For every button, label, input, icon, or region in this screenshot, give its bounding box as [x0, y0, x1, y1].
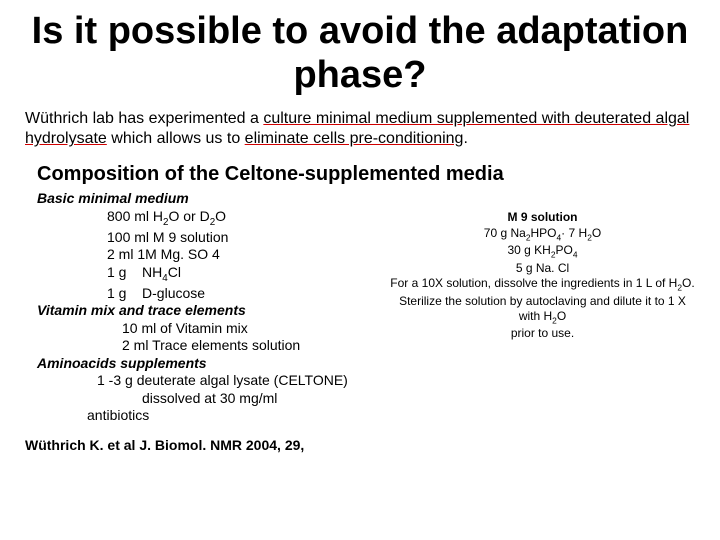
composition-heading: Composition of the Celtone-supplemented … [37, 163, 695, 186]
two-column-body: Basic minimal medium 800 ml H2O or D2O 1… [25, 190, 695, 425]
l1a: 800 ml H [107, 208, 163, 224]
page-title: Is it possible to avoid the adaptation p… [25, 10, 695, 97]
l1b: O or D [168, 208, 209, 224]
r4b: O. [682, 276, 695, 290]
r1a: 70 g Na [484, 226, 526, 240]
subhead-amino: Aminoacids supplements [37, 355, 390, 373]
line-m9: 100 ml M 9 solution [37, 229, 390, 247]
r2a: 30 g KH [507, 243, 550, 257]
m9-line1: 70 g Na2HPO4· 7 H2O [390, 226, 695, 243]
l1c: O [215, 208, 226, 224]
m9-line4: For a 10X solution, dissolve the ingredi… [390, 276, 695, 293]
intro-seg5: . [463, 130, 467, 147]
r1b: HPO [530, 226, 556, 240]
line-vitmix: 10 ml of Vitamin mix [37, 320, 390, 338]
left-column: Basic minimal medium 800 ml H2O or D2O 1… [25, 190, 390, 425]
intro-paragraph: Wüthrich lab has experimented a culture … [25, 109, 695, 149]
m9-line5: Sterilize the solution by autoclaving an… [390, 294, 695, 327]
line-trace: 2 ml Trace elements solution [37, 337, 390, 355]
m9-line3: 5 g Na. Cl [390, 261, 695, 277]
r5b: O [557, 309, 566, 323]
intro-seg1: Wüthrich lab has experimented a [25, 110, 263, 127]
l4b: Cl [168, 264, 181, 280]
r1d: O [592, 226, 601, 240]
intro-underline-2: eliminate cells pre-conditioning [245, 130, 464, 147]
r1c: · 7 H [561, 226, 587, 240]
subhead-vitamin: Vitamin mix and trace elements [37, 302, 390, 320]
line-antibiotics: antibiotics [37, 407, 390, 425]
line-dissolved: dissolved at 30 mg/ml [37, 390, 390, 408]
r5a: Sterilize the solution by autoclaving an… [399, 294, 686, 324]
line-glucose: 1 g D-glucose [37, 285, 390, 303]
intro-seg3: which allows us to [107, 130, 245, 147]
reference-citation: Wüthrich K. et al J. Biomol. NMR 2004, 2… [25, 437, 695, 453]
m9-line2: 30 g KH2PO4 [390, 243, 695, 260]
r4a: For a 10X solution, dissolve the ingredi… [390, 276, 677, 290]
m9-title: M 9 solution [390, 210, 695, 226]
line-mgso4: 2 ml 1M Mg. SO 4 [37, 246, 390, 264]
line-h2o: 800 ml H2O or D2O [37, 208, 390, 229]
m9-line6: prior to use. [390, 326, 695, 342]
line-nh4cl: 1 g NH4Cl [37, 264, 390, 285]
l4a: 1 g NH [107, 264, 162, 280]
r2b: PO [556, 243, 573, 257]
subhead-basic: Basic minimal medium [37, 190, 390, 208]
line-celtone: 1 -3 g deuterate algal lysate (CELTONE) [37, 372, 390, 390]
right-column: M 9 solution 70 g Na2HPO4· 7 H2O 30 g KH… [390, 190, 695, 342]
